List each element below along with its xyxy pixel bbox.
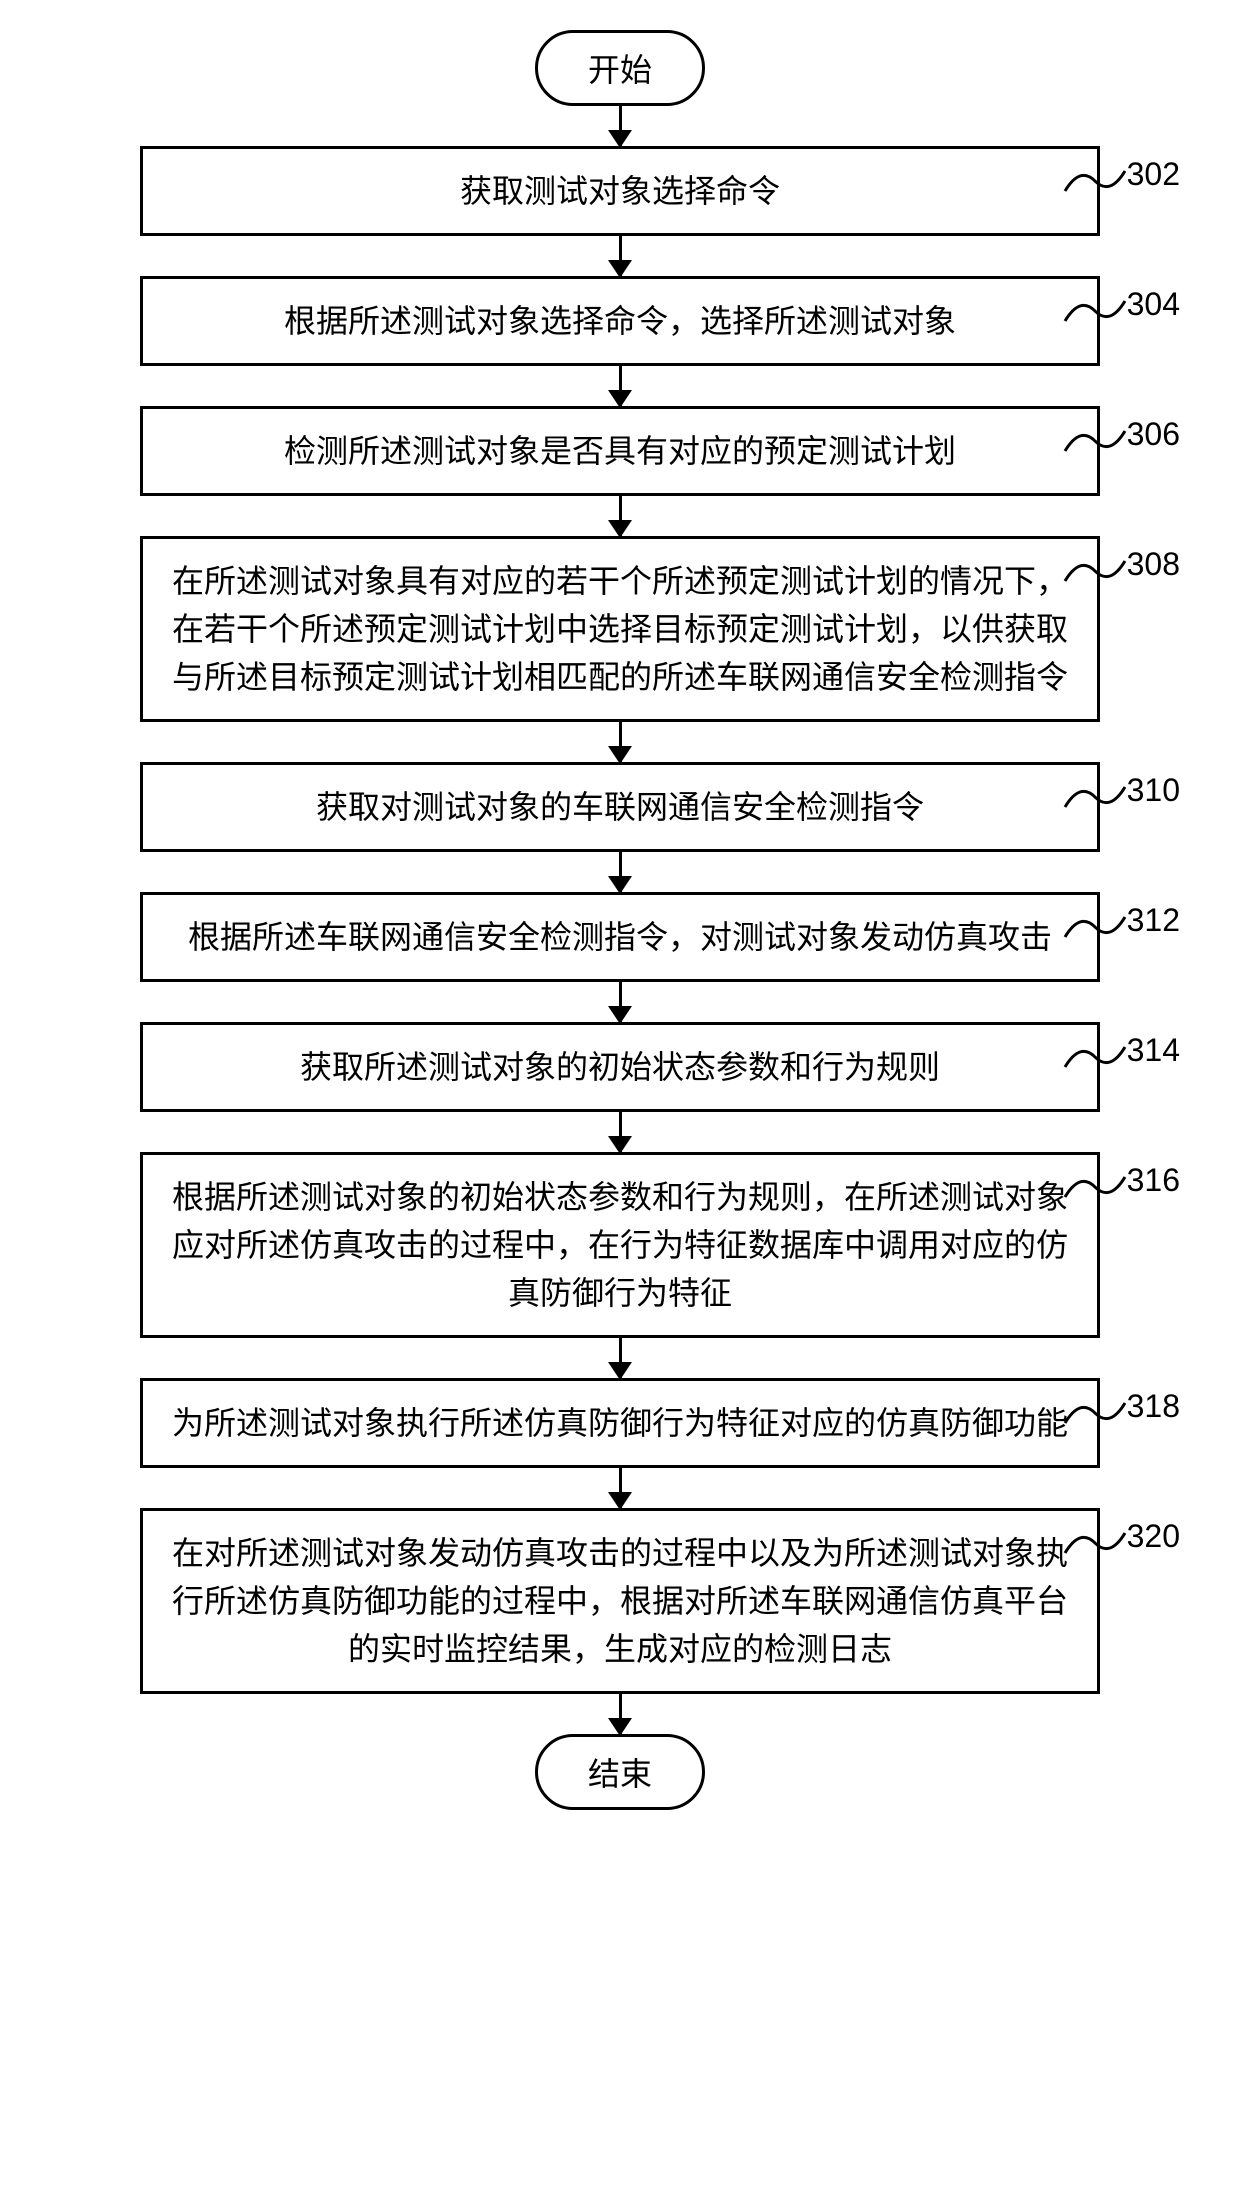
step-row-304: 根据所述测试对象选择命令，选择所述测试对象 304: [40, 276, 1200, 366]
step-text: 获取对测试对象的车联网通信安全检测指令: [316, 789, 924, 825]
step-id-label: 320: [1127, 1518, 1180, 1555]
arrow: [619, 852, 622, 892]
squiggle-icon: [1060, 907, 1130, 952]
arrow: [619, 1112, 622, 1152]
step-id-label: 318: [1127, 1388, 1180, 1425]
arrow: [619, 1338, 622, 1378]
step-row-318: 为所述测试对象执行所述仿真防御行为特征对应的仿真防御功能 318: [40, 1378, 1200, 1468]
step-row-312: 根据所述车联网通信安全检测指令，对测试对象发动仿真攻击 312: [40, 892, 1200, 982]
squiggle-icon: [1060, 1523, 1130, 1568]
step-row-308: 在所述测试对象具有对应的若干个所述预定测试计划的情况下，在若干个所述预定测试计划…: [40, 536, 1200, 722]
process-box-304: 根据所述测试对象选择命令，选择所述测试对象: [140, 276, 1100, 366]
terminal-end: 结束: [535, 1734, 705, 1810]
step-row-306: 检测所述测试对象是否具有对应的预定测试计划 306: [40, 406, 1200, 496]
terminal-start: 开始: [535, 30, 705, 106]
process-box-312: 根据所述车联网通信安全检测指令，对测试对象发动仿真攻击: [140, 892, 1100, 982]
squiggle-icon: [1060, 551, 1130, 596]
step-text: 根据所述测试对象选择命令，选择所述测试对象: [284, 303, 956, 339]
arrow: [619, 1468, 622, 1508]
process-box-318: 为所述测试对象执行所述仿真防御行为特征对应的仿真防御功能: [140, 1378, 1100, 1468]
process-box-310: 获取对测试对象的车联网通信安全检测指令: [140, 762, 1100, 852]
step-id-label: 316: [1127, 1162, 1180, 1199]
step-text: 为所述测试对象执行所述仿真防御行为特征对应的仿真防御功能: [172, 1405, 1068, 1441]
arrow: [619, 982, 622, 1022]
squiggle-icon: [1060, 1393, 1130, 1438]
step-id-label: 302: [1127, 156, 1180, 193]
arrow: [619, 366, 622, 406]
squiggle-icon: [1060, 421, 1130, 466]
process-box-306: 检测所述测试对象是否具有对应的预定测试计划: [140, 406, 1100, 496]
step-id-label: 314: [1127, 1032, 1180, 1069]
step-id-label: 306: [1127, 416, 1180, 453]
arrow: [619, 106, 622, 146]
step-id-label: 310: [1127, 772, 1180, 809]
step-row-310: 获取对测试对象的车联网通信安全检测指令 310: [40, 762, 1200, 852]
terminal-end-label: 结束: [588, 1756, 652, 1792]
process-box-314: 获取所述测试对象的初始状态参数和行为规则: [140, 1022, 1100, 1112]
step-text: 获取测试对象选择命令: [460, 173, 780, 209]
process-box-316: 根据所述测试对象的初始状态参数和行为规则，在所述测试对象应对所述仿真攻击的过程中…: [140, 1152, 1100, 1338]
step-row-320: 在对所述测试对象发动仿真攻击的过程中以及为所述测试对象执行所述仿真防御功能的过程…: [40, 1508, 1200, 1694]
step-text: 在所述测试对象具有对应的若干个所述预定测试计划的情况下，在若干个所述预定测试计划…: [172, 563, 1068, 695]
process-box-308: 在所述测试对象具有对应的若干个所述预定测试计划的情况下，在若干个所述预定测试计划…: [140, 536, 1100, 722]
process-box-302: 获取测试对象选择命令: [140, 146, 1100, 236]
arrow: [619, 722, 622, 762]
step-row-302: 获取测试对象选择命令 302: [40, 146, 1200, 236]
step-text: 检测所述测试对象是否具有对应的预定测试计划: [284, 433, 956, 469]
terminal-start-label: 开始: [588, 52, 652, 88]
squiggle-icon: [1060, 161, 1130, 206]
step-row-314: 获取所述测试对象的初始状态参数和行为规则 314: [40, 1022, 1200, 1112]
squiggle-icon: [1060, 1037, 1130, 1082]
step-id-label: 304: [1127, 286, 1180, 323]
step-row-316: 根据所述测试对象的初始状态参数和行为规则，在所述测试对象应对所述仿真攻击的过程中…: [40, 1152, 1200, 1338]
step-id-label: 308: [1127, 546, 1180, 583]
step-text: 根据所述车联网通信安全检测指令，对测试对象发动仿真攻击: [188, 919, 1052, 955]
arrow: [619, 496, 622, 536]
flowchart-container: 开始 获取测试对象选择命令 302 根据所述测试对象选择命令，选择所述测试对象 …: [40, 30, 1200, 1810]
step-text: 获取所述测试对象的初始状态参数和行为规则: [300, 1049, 940, 1085]
squiggle-icon: [1060, 1167, 1130, 1212]
step-id-label: 312: [1127, 902, 1180, 939]
arrow: [619, 236, 622, 276]
squiggle-icon: [1060, 777, 1130, 822]
squiggle-icon: [1060, 291, 1130, 336]
process-box-320: 在对所述测试对象发动仿真攻击的过程中以及为所述测试对象执行所述仿真防御功能的过程…: [140, 1508, 1100, 1694]
step-text: 在对所述测试对象发动仿真攻击的过程中以及为所述测试对象执行所述仿真防御功能的过程…: [172, 1535, 1068, 1667]
arrow: [619, 1694, 622, 1734]
step-text: 根据所述测试对象的初始状态参数和行为规则，在所述测试对象应对所述仿真攻击的过程中…: [172, 1179, 1068, 1311]
